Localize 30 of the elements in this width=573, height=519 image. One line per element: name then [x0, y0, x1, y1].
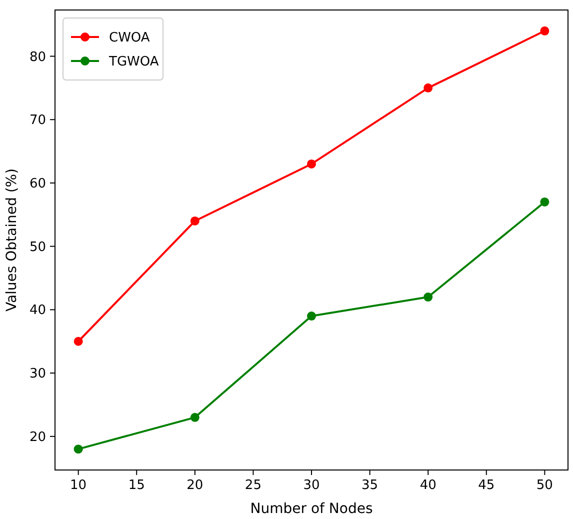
legend-label: CWOA [109, 30, 150, 46]
y-tick-label: 20 [29, 430, 46, 445]
point [424, 83, 433, 92]
x-tick-label: 50 [536, 478, 553, 493]
x-tick-label: 40 [420, 478, 436, 493]
y-tick-label: 60 [29, 176, 46, 192]
y-tick-label: 80 [29, 50, 46, 65]
x-tick-label: 35 [362, 478, 378, 493]
point [74, 336, 83, 346]
y-tick-label: 40 [29, 303, 46, 318]
x-tick-label: 30 [303, 478, 320, 493]
point [540, 26, 550, 36]
y-tick-label: 70 [29, 113, 46, 128]
point [424, 292, 433, 302]
x-tick-label: 45 [478, 478, 495, 493]
point [190, 412, 200, 422]
x-axis-title: Number of Nodes [250, 501, 373, 517]
point [190, 216, 200, 226]
y-tick-label: 50 [29, 240, 46, 255]
legend-label: TGWOA [108, 54, 159, 70]
x-tick-label: 15 [128, 478, 145, 493]
point [74, 444, 83, 454]
point [307, 159, 316, 168]
point [540, 197, 550, 206]
x-tick-label: 20 [186, 478, 204, 493]
x-tick-label: 10 [70, 478, 87, 493]
y-axis-title: Values Obtained (%) [4, 168, 20, 312]
x-tick-label: 25 [244, 478, 262, 493]
y-tick-label: 30 [29, 366, 46, 382]
point [307, 312, 316, 321]
